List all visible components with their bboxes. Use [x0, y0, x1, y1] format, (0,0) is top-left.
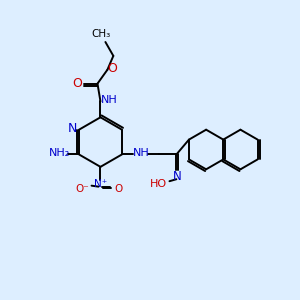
Text: O: O: [73, 77, 82, 90]
Text: O: O: [114, 184, 122, 194]
Text: N: N: [68, 122, 77, 135]
Text: NH: NH: [101, 95, 118, 106]
Text: N: N: [173, 170, 182, 183]
Text: CH₃: CH₃: [92, 29, 111, 39]
Text: O⁻: O⁻: [76, 184, 89, 194]
Text: O: O: [107, 62, 117, 75]
Text: NH₂: NH₂: [49, 148, 70, 158]
Text: HO: HO: [150, 179, 167, 189]
Text: N⁺: N⁺: [94, 179, 107, 189]
Text: NH: NH: [134, 148, 150, 158]
